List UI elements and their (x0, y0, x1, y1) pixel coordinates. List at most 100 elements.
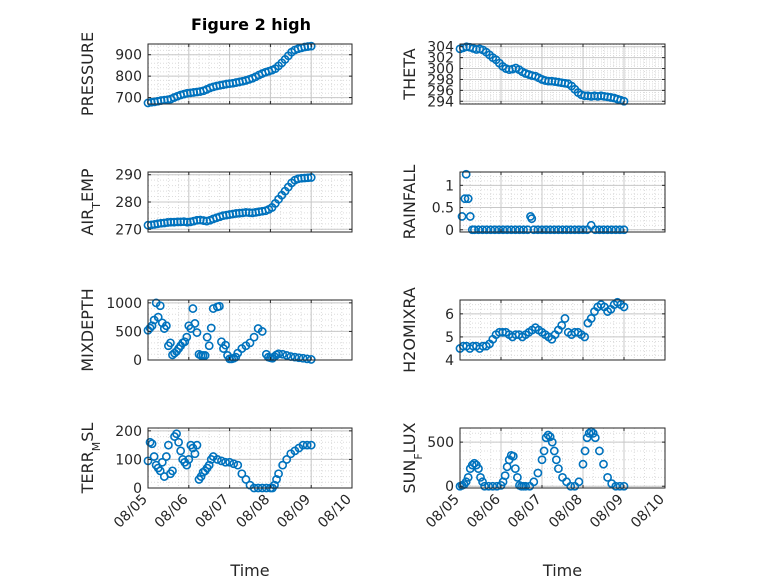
data-point (539, 446, 549, 456)
data-point (584, 428, 594, 438)
data-point (182, 460, 192, 470)
x-tick-label: 08/09 (587, 492, 627, 532)
data-point (554, 464, 563, 473)
data-point (545, 432, 555, 442)
data-point (245, 338, 255, 348)
y-tick-label: 0 (133, 481, 142, 497)
data-point (474, 225, 483, 235)
x-tick-label: 08/06 (152, 491, 192, 531)
data-point (153, 312, 163, 322)
data-point (510, 464, 520, 473)
data-point (461, 169, 471, 179)
data-point (168, 466, 177, 476)
data-point (200, 351, 210, 360)
data-point (155, 301, 165, 311)
data-point (192, 440, 202, 450)
data-point (306, 440, 316, 450)
data-point (595, 446, 604, 456)
y-tick-label: 500 (427, 435, 454, 451)
subplot-mixdepth: 0 500 1000 MIXDEPTH (78, 288, 353, 372)
data-point (478, 225, 487, 235)
data-point (543, 430, 553, 440)
data-point (290, 352, 300, 362)
data-point (202, 332, 212, 342)
y-tick-label: 500 (115, 324, 142, 340)
data-point (619, 96, 629, 106)
data-point (274, 349, 283, 359)
y-tick-label: 1 (445, 178, 454, 194)
subplot-sun-flux: 0 500 08/05 08/06 08/07 08/08 08/09 08/10 SUNFLU… (400, 422, 668, 580)
y-tick-label: 302 (427, 51, 454, 67)
data-point (549, 225, 559, 235)
y-tick-label: 0 (445, 223, 454, 239)
x-tick-label: 08/08 (233, 492, 273, 532)
y-tick-label: 0 (133, 353, 142, 369)
data-point (599, 225, 608, 235)
data-point (500, 471, 510, 481)
data-point (582, 433, 592, 443)
y-tick-label: 900 (115, 48, 142, 64)
x-tick-label: 08/07 (193, 492, 233, 532)
data-point (551, 455, 561, 465)
data-point (510, 225, 520, 235)
data-point (274, 469, 283, 479)
data-point (272, 475, 281, 484)
axes-frame (147, 43, 353, 105)
y-axis-label: AIRTEMP (78, 168, 103, 235)
data-point (519, 225, 528, 235)
axes-frame (147, 427, 353, 489)
data-point (578, 459, 588, 469)
data-point (196, 472, 206, 481)
y-axis-label: MIXDEPTH (78, 288, 97, 371)
data-point (206, 323, 216, 333)
data-point (469, 458, 479, 468)
data-point (521, 481, 530, 491)
y-tick-label: 270 (115, 222, 142, 238)
data-point (204, 460, 214, 470)
x-tick-label: 08/06 (464, 491, 504, 531)
data-point (217, 456, 226, 466)
data-point (482, 225, 492, 235)
data-point (554, 225, 563, 235)
data-point (278, 349, 288, 359)
data-point (560, 314, 570, 323)
x-tick-label: 08/08 (546, 492, 586, 532)
data-point (298, 440, 308, 450)
data-point (174, 437, 183, 447)
data-point (537, 225, 547, 235)
data-point (547, 437, 557, 447)
data-point (212, 455, 222, 464)
data-point (463, 194, 473, 204)
data-point (474, 464, 483, 473)
data-point (180, 337, 190, 347)
data-point (529, 477, 539, 487)
data-point (237, 469, 247, 479)
y-tick-label: 304 (427, 40, 454, 56)
subplot-h2omixra: 4 5 6 H2OMIXRA (400, 287, 666, 373)
x-tick-label: 08/05 (111, 492, 151, 532)
data-point (537, 455, 547, 465)
figure-title: Figure 2 high (191, 15, 311, 34)
axes-frame (147, 299, 353, 361)
axes-frame (459, 43, 666, 105)
data-point (282, 455, 292, 464)
data-point (502, 225, 512, 235)
y-tick-label: 300 (427, 62, 454, 78)
data-point (190, 449, 200, 459)
y-tick-label: 700 (115, 91, 142, 107)
data-point (460, 194, 470, 204)
data-point (249, 332, 259, 342)
data-point (176, 446, 186, 456)
x-tick-label: 08/07 (505, 492, 545, 532)
y-tick-label: 0.5 (432, 201, 454, 217)
data-point (221, 457, 230, 467)
data-point (476, 473, 485, 482)
data-point (566, 225, 576, 235)
data-point (574, 477, 584, 487)
data-point (586, 314, 596, 323)
data-point (619, 225, 629, 235)
data-point (221, 340, 230, 350)
data-point (163, 440, 173, 450)
y-tick-label: 290 (115, 168, 142, 184)
